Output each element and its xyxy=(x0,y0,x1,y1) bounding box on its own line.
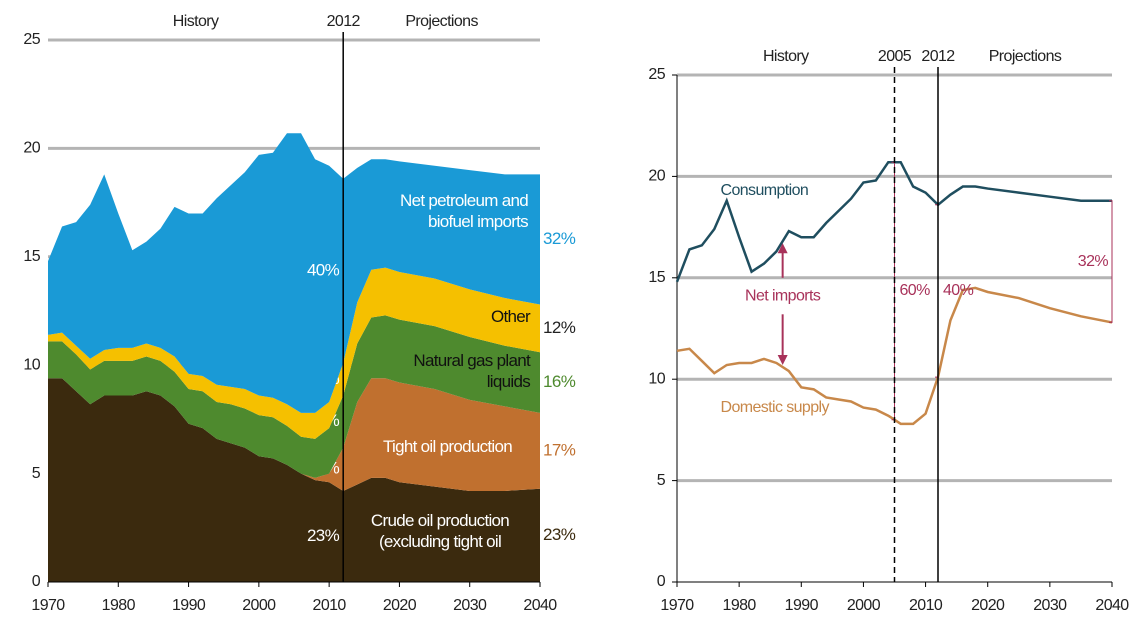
x-tick-label: 1970 xyxy=(660,597,694,614)
area xyxy=(48,378,540,491)
y-tick-label: 20 xyxy=(23,140,40,157)
bracket-label: 32% xyxy=(1078,253,1109,270)
bracket-label: 40% xyxy=(943,282,974,299)
period-label: History xyxy=(173,13,219,30)
series-label: Natural gas plant liquids xyxy=(413,351,530,391)
bracket-label: 60% xyxy=(900,282,931,299)
x-tick-label: 2000 xyxy=(242,597,276,614)
y-tick-label: 0 xyxy=(657,573,666,590)
x-tick-label: 1990 xyxy=(785,597,819,614)
share-label: 32% xyxy=(543,229,576,248)
period-label: Projections xyxy=(989,48,1062,65)
share-label: 16% xyxy=(543,372,576,391)
x-tick-label: 2040 xyxy=(523,597,557,614)
x-tick-label: 2030 xyxy=(453,597,487,614)
line xyxy=(675,160,1112,283)
x-tick-label: 2010 xyxy=(313,597,347,614)
area xyxy=(48,315,540,478)
bracket xyxy=(1109,200,1113,323)
y-tick-label: 10 xyxy=(23,356,40,373)
x-tick-label: 1970 xyxy=(31,597,65,614)
x-tick-label: 2000 xyxy=(847,597,881,614)
line xyxy=(676,286,1113,426)
series-label: Net petroleum and biofuel imports xyxy=(400,191,529,231)
y-tick-label: 5 xyxy=(657,472,666,489)
share-label: 12% xyxy=(543,318,576,337)
period-label: History xyxy=(763,48,809,65)
series-label: Domestic supply xyxy=(721,399,830,416)
y-tick-label: 15 xyxy=(23,248,40,265)
y-tick-label: 10 xyxy=(648,370,665,387)
x-tick-label: 2020 xyxy=(971,597,1005,614)
arrowhead xyxy=(777,355,788,366)
x-tick-label: 2010 xyxy=(909,597,943,614)
series-label: Crude oil production (excluding tight oi… xyxy=(370,511,510,551)
x-tick-label: 1990 xyxy=(172,597,206,614)
share-label: 23% xyxy=(307,526,340,545)
x-tick-label: 1980 xyxy=(102,597,136,614)
share-label: 40% xyxy=(307,260,340,279)
y-tick-label: 15 xyxy=(648,269,665,286)
area xyxy=(48,267,540,439)
area xyxy=(48,378,540,582)
series-label: Consumption xyxy=(721,182,809,199)
divider-label: 2005 xyxy=(878,48,912,65)
series-label: Tight oil production xyxy=(382,437,513,456)
share-label: 23% xyxy=(543,525,576,544)
x-tick-label: 2040 xyxy=(1095,597,1129,614)
arrowhead xyxy=(777,243,788,254)
period-label: Projections xyxy=(405,13,478,30)
divider-label: 2012 xyxy=(921,48,955,65)
x-tick-label: 1980 xyxy=(723,597,757,614)
area xyxy=(48,133,540,413)
divider-label: 2012 xyxy=(327,13,361,30)
x-tick-label: 2030 xyxy=(1033,597,1067,614)
y-tick-label: 25 xyxy=(23,31,40,48)
series-label: Other xyxy=(490,307,531,326)
x-tick-label: 2020 xyxy=(383,597,417,614)
annotation: Net imports xyxy=(745,287,821,304)
y-tick-label: 0 xyxy=(32,573,41,590)
y-tick-label: 25 xyxy=(648,66,665,83)
share-label: 17% xyxy=(543,440,576,459)
y-tick-label: 5 xyxy=(32,465,41,482)
y-tick-label: 20 xyxy=(648,168,665,185)
